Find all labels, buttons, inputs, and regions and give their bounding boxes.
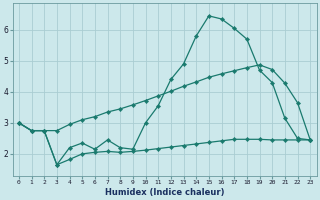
- X-axis label: Humidex (Indice chaleur): Humidex (Indice chaleur): [105, 188, 224, 197]
